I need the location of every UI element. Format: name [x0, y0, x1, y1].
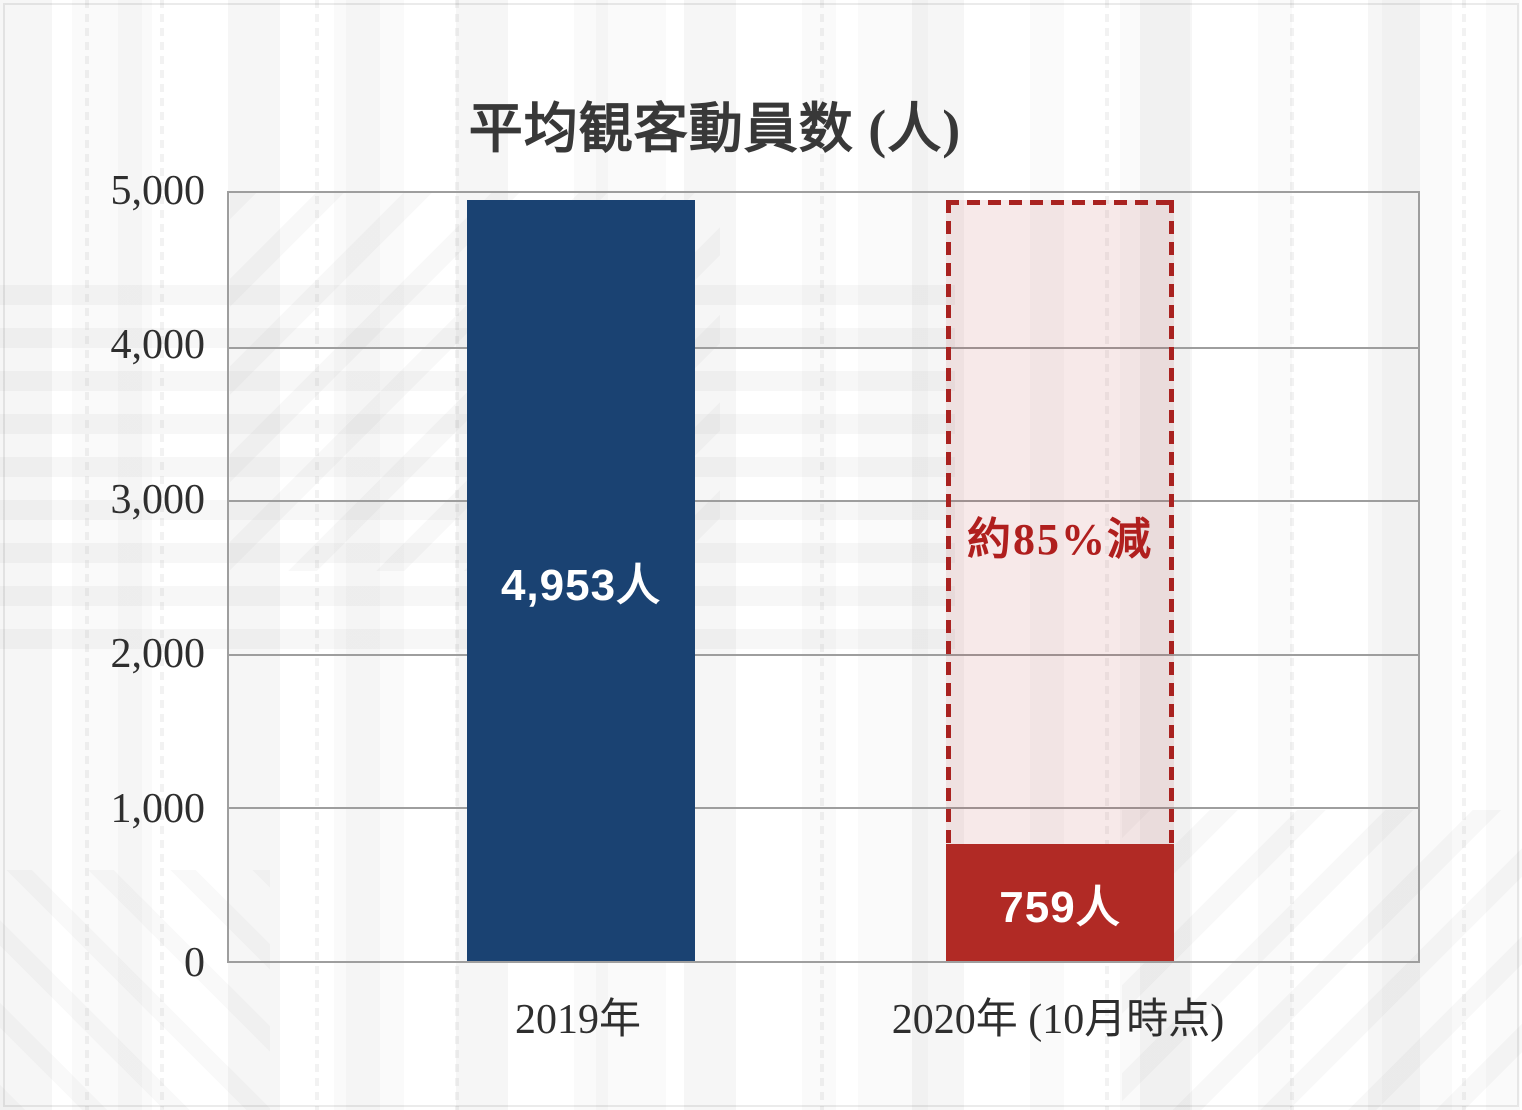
x-label-2020: 2020年 (10月時点): [891, 997, 1225, 1043]
gridline-3000: [229, 500, 1418, 503]
decrease-annotation: 約85%減: [967, 515, 1153, 565]
y-tick-label: 1,000: [110, 785, 206, 832]
x-label-2019: 2019年: [514, 997, 642, 1043]
background-rope-line: [455, 0, 459, 1110]
y-axis: 5,000 4,000 3,000 2,000 1,000 0: [40, 168, 206, 986]
gridline-4000: [229, 346, 1418, 349]
gridline-1000: [229, 807, 1418, 810]
y-tick-label: 5,000: [110, 168, 206, 214]
background-rope-line: [1290, 0, 1294, 1110]
bar-value-label-2020: 759人: [999, 882, 1121, 932]
background-rope-line: [1462, 0, 1466, 1110]
background-rope-line: [315, 0, 319, 1110]
dashed-border-left: [946, 200, 951, 845]
dashed-border-top: [946, 200, 1174, 206]
bar-2019: 4,953人: [467, 200, 695, 961]
background-rope-line: [160, 0, 164, 1110]
background-rope-line: [820, 0, 824, 1110]
background-rope-line: [85, 0, 89, 1110]
bar-value-label-2019: 4,953人: [500, 560, 662, 610]
y-tick-label: 2,000: [110, 631, 206, 678]
y-tick-label: 0: [184, 940, 205, 986]
y-tick-label: 3,000: [110, 476, 206, 523]
chart-title: 平均観客動員数 (人): [468, 99, 962, 159]
bar-2020: 759人: [946, 844, 1174, 961]
reference-box: 約85%減: [946, 200, 1174, 845]
gridline-2000: [229, 653, 1418, 656]
plot-area: 約85%減 4,953人 759人: [227, 191, 1420, 963]
dashed-border-right: [1169, 200, 1174, 845]
background-rope-line: [1105, 0, 1109, 1110]
y-tick-label: 4,000: [110, 322, 206, 369]
